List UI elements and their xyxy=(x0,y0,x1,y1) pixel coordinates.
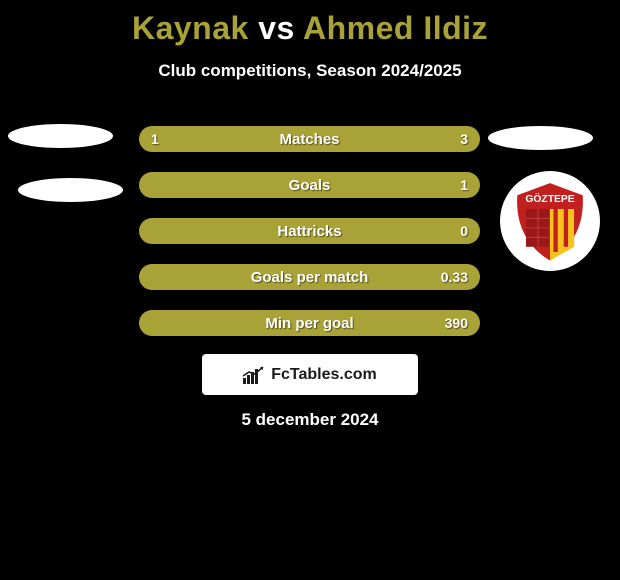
date-text: 5 december 2024 xyxy=(0,410,620,430)
stat-value-right: 0 xyxy=(460,223,468,239)
stat-value-right: 1 xyxy=(460,177,468,193)
bar-chart-icon xyxy=(243,366,265,384)
stat-row: 0 Hattricks xyxy=(139,218,480,244)
comparison-bars: 1 3 Matches 1 Goals 0 Hattricks 0.33 Goals per m… xyxy=(139,126,480,356)
stat-label: Goals per match xyxy=(251,269,369,286)
subtitle: Club competitions, Season 2024/2025 xyxy=(0,61,620,81)
player-right-shape xyxy=(488,126,593,150)
badge-text: GÖZTEPE xyxy=(525,192,574,205)
stat-row: 1 3 Matches xyxy=(139,126,480,152)
stat-bar-right xyxy=(224,126,480,152)
stat-row: 0.33 Goals per match xyxy=(139,264,480,290)
player-left-shape-0 xyxy=(8,124,113,148)
stat-row: 1 Goals xyxy=(139,172,480,198)
attribution-text: FcTables.com xyxy=(271,366,377,384)
stat-row: 390 Min per goal xyxy=(139,310,480,336)
stat-label: Goals xyxy=(289,177,331,194)
club-avatar-right: GÖZTEPE xyxy=(500,171,600,271)
stat-label: Matches xyxy=(279,131,339,148)
stat-value-right: 390 xyxy=(445,315,468,331)
stat-value-right: 0.33 xyxy=(441,269,468,285)
title-right: Ahmed Ildiz xyxy=(303,10,488,46)
goztepe-badge-icon: GÖZTEPE xyxy=(507,178,593,264)
stat-label: Min per goal xyxy=(265,315,353,332)
title-left: Kaynak xyxy=(132,10,249,46)
title-vs: vs xyxy=(258,10,295,46)
attribution-badge: FcTables.com xyxy=(202,354,418,395)
stat-value-left: 1 xyxy=(151,131,159,147)
stat-value-right: 3 xyxy=(460,131,468,147)
stat-label: Hattricks xyxy=(277,223,341,240)
page-title: Kaynak vs Ahmed Ildiz xyxy=(0,0,620,47)
player-left-shape-1 xyxy=(18,178,123,202)
